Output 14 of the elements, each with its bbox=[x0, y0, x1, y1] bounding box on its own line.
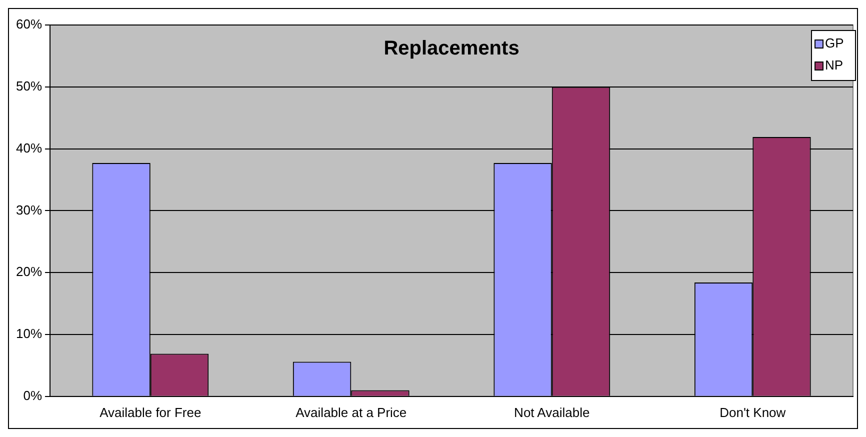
legend-label: GP bbox=[825, 36, 844, 51]
x-tick-label: Not Available bbox=[514, 404, 590, 420]
y-tick-label: 50% bbox=[16, 78, 42, 94]
y-tick-label: 0% bbox=[23, 388, 42, 403]
x-tick-label: Don't Know bbox=[720, 404, 786, 420]
y-tick-label: 20% bbox=[16, 264, 42, 280]
x-tick-label: Available for Free bbox=[100, 404, 202, 420]
y-tick-label: 30% bbox=[16, 202, 42, 218]
y-tick-label: 40% bbox=[16, 140, 42, 156]
y-tick-label: 10% bbox=[16, 326, 42, 342]
legend-label: NP bbox=[825, 58, 844, 73]
y-tick-label: 60% bbox=[16, 16, 42, 32]
x-tick-label: Available at a Price bbox=[296, 404, 407, 420]
text: Replacements bbox=[384, 38, 520, 60]
